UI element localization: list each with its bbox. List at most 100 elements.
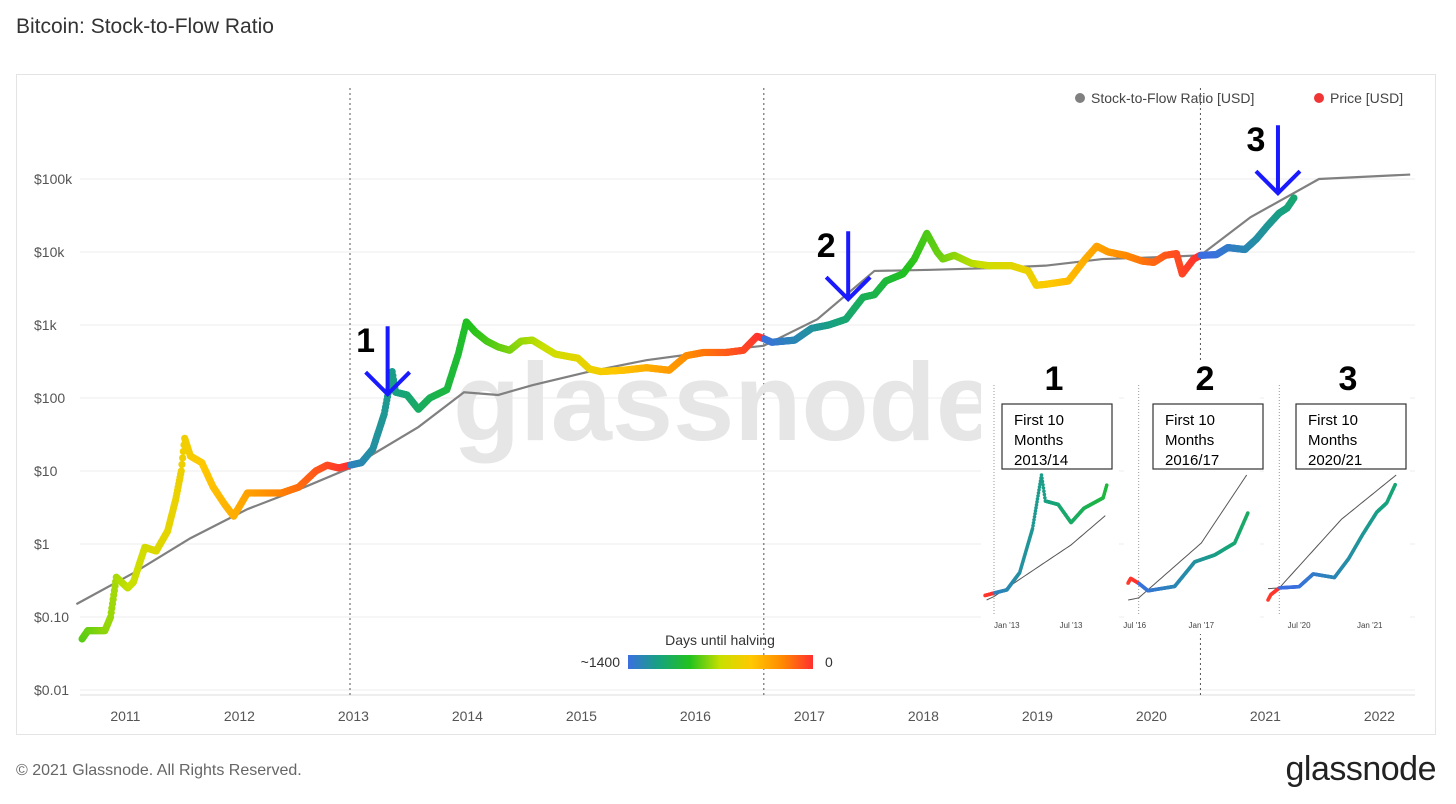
inset-price-point: [1031, 523, 1035, 528]
annotation-label: 3: [1246, 121, 1265, 159]
inset-label-line: Months: [1165, 432, 1214, 449]
inset-label-line: 2013/14: [1014, 452, 1068, 469]
inset-price-point: [1034, 506, 1038, 510]
glassnode-logo: glassnode: [1285, 750, 1436, 788]
chart-frame: [16, 74, 1436, 735]
inset-price-point: [1036, 494, 1040, 498]
inset-price-point: [1032, 514, 1037, 519]
inset-tick-label: Jul '20: [1288, 621, 1311, 630]
inset-price-point: [1246, 511, 1250, 515]
watermark: glassnode: [453, 341, 997, 464]
y-tick-label: $0.10: [34, 609, 69, 625]
x-tick-label: 2011: [110, 708, 140, 724]
legend-price-label: Price [USD]: [1330, 90, 1404, 106]
inset-price-point: [1035, 497, 1040, 501]
legend-price-dot-icon: [1314, 93, 1324, 103]
inset-1: 1 First 10 Months 2013/14 Jan '13 Jul '13: [981, 360, 1119, 634]
inset-price-point: [1043, 495, 1047, 500]
inset-price-point: [1037, 485, 1042, 489]
inset-price-point: [1393, 482, 1397, 487]
inset-price-point: [1033, 509, 1038, 513]
inset-background: [981, 362, 1119, 634]
legend-s2f-label: Stock-to-Flow Ratio [USD]: [1091, 90, 1255, 106]
inset-price-point: [1041, 486, 1046, 490]
inset-price-point: [1042, 489, 1046, 494]
inset-tick-label: Jan '17: [1189, 621, 1215, 630]
y-tick-label: $1: [34, 536, 50, 552]
inset-label-line: 2016/17: [1165, 452, 1219, 469]
inset-2: 2 First 10 Months 2016/17 Jul '16 Jan '17: [1123, 360, 1264, 634]
colorbar: [628, 655, 813, 669]
inset-number: 2: [1196, 360, 1215, 398]
price-point: [179, 454, 187, 462]
annotation-arrow-1: 1: [356, 322, 412, 398]
inset-label-line: Months: [1014, 432, 1063, 449]
inset-tick-label: Jan '13: [994, 621, 1020, 630]
x-tick-label: 2021: [1250, 708, 1281, 724]
y-tick-label: $10k: [34, 244, 65, 260]
colorbar-title: Days until halving: [665, 632, 775, 648]
copyright: © 2021 Glassnode. All Rights Reserved.: [16, 762, 302, 779]
inset-label-line: Months: [1308, 432, 1357, 449]
x-tick-label: 2012: [224, 708, 255, 724]
inset-price-point: [1035, 500, 1039, 504]
inset-price-point: [1042, 492, 1047, 497]
inset-tick-label: Jul '16: [1123, 621, 1146, 630]
x-tick-label: 2015: [566, 708, 597, 724]
inset-price-point: [1030, 526, 1035, 531]
inset-price-point: [1039, 473, 1044, 477]
annotation-arrow-2: 2: [817, 227, 872, 303]
inset-s2f-line: [1267, 474, 1397, 590]
page-title: Bitcoin: Stock-to-Flow Ratio: [16, 15, 274, 38]
y-tick-label: $1k: [34, 317, 58, 333]
x-tick-label: 2019: [1022, 708, 1053, 724]
inset-price-point: [1032, 517, 1036, 522]
colorbar-max-label: 0: [825, 654, 833, 670]
inset-label-box: [1001, 403, 1113, 470]
inset-price-point: [1037, 488, 1041, 492]
inset-price-point: [1036, 491, 1041, 495]
y-tick-label: $0.01: [34, 682, 69, 698]
x-tick-label: 2014: [452, 708, 483, 724]
inset-price-point: [1040, 479, 1045, 484]
inset-tick-label: Jul '13: [1060, 621, 1083, 630]
x-tick-label: 2013: [338, 708, 369, 724]
x-tick-label: 2018: [908, 708, 939, 724]
inset-label-box: [1295, 403, 1407, 470]
price-point: [178, 460, 186, 469]
x-tick-label: 2016: [680, 708, 711, 724]
inset-price-point: [1033, 511, 1037, 516]
inset-price-point: [1031, 520, 1036, 525]
inset-price-point: [1038, 482, 1042, 486]
inset-label-box: [1152, 403, 1264, 470]
y-tick-label: $10: [34, 463, 58, 479]
inset-price-point: [1040, 476, 1044, 481]
legend-item-s2f[interactable]: Stock-to-Flow Ratio [USD]: [1075, 90, 1254, 106]
legend-item-price[interactable]: Price [USD]: [1314, 90, 1403, 106]
annotation-arrow-3: 3: [1246, 121, 1302, 197]
price-point: [1290, 194, 1298, 202]
x-tick-label: 2022: [1364, 708, 1395, 724]
inset-3: 3 First 10 Months 2020/21 Jul '20 Jan '21: [1264, 360, 1410, 634]
y-tick-label: $100k: [34, 171, 73, 187]
inset-label-line: First 10: [1308, 412, 1358, 429]
arrow-down-icon: [824, 275, 872, 303]
inset-price-point: [1041, 482, 1045, 487]
inset-price-point: [1104, 483, 1109, 488]
price-point: [177, 467, 185, 475]
x-tick-label: 2020: [1136, 708, 1167, 724]
inset-label-line: First 10: [1165, 412, 1215, 429]
arrow-down-icon: [364, 370, 412, 398]
x-tick-label: 2017: [794, 708, 825, 724]
inset-tick-label: Jan '21: [1357, 621, 1383, 630]
inset-number: 1: [1045, 360, 1064, 398]
inset-price-point: [1034, 503, 1039, 507]
legend-s2f-dot-icon: [1075, 93, 1085, 103]
colorbar-min-label: ~1400: [581, 654, 621, 670]
annotation-label: 2: [817, 227, 836, 265]
inset-label-line: 2020/21: [1308, 452, 1362, 469]
inset-label-line: First 10: [1014, 412, 1064, 429]
inset-number: 3: [1339, 360, 1358, 398]
annotation-label: 1: [356, 322, 375, 360]
